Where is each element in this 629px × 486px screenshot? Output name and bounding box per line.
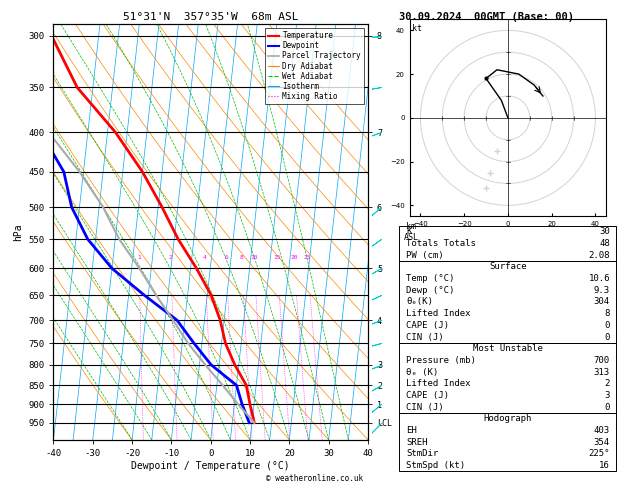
- Text: 0: 0: [604, 332, 610, 342]
- X-axis label: Dewpoint / Temperature (°C): Dewpoint / Temperature (°C): [131, 461, 290, 470]
- Text: kt: kt: [412, 24, 421, 33]
- Text: 30: 30: [599, 227, 610, 236]
- Text: 10: 10: [250, 255, 258, 260]
- Text: Dewp (°C): Dewp (°C): [406, 286, 454, 295]
- Y-axis label: hPa: hPa: [13, 223, 23, 241]
- Text: Temp (°C): Temp (°C): [406, 274, 454, 283]
- Title: 51°31'N  357°35'W  68m ASL: 51°31'N 357°35'W 68m ASL: [123, 12, 299, 22]
- Text: SREH: SREH: [406, 438, 428, 447]
- Text: 10.6: 10.6: [588, 274, 610, 283]
- Text: θₑ(K): θₑ(K): [406, 297, 433, 307]
- Text: 354: 354: [594, 438, 610, 447]
- Text: Totals Totals: Totals Totals: [406, 239, 476, 248]
- Text: 1: 1: [137, 255, 141, 260]
- Text: StmDir: StmDir: [406, 450, 438, 458]
- Text: 225°: 225°: [588, 450, 610, 458]
- Text: 20: 20: [290, 255, 298, 260]
- Text: 2.08: 2.08: [588, 251, 610, 260]
- Text: 8: 8: [240, 255, 243, 260]
- Text: © weatheronline.co.uk: © weatheronline.co.uk: [266, 474, 363, 483]
- Legend: Temperature, Dewpoint, Parcel Trajectory, Dry Adiabat, Wet Adiabat, Isotherm, Mi: Temperature, Dewpoint, Parcel Trajectory…: [265, 28, 364, 104]
- Text: 403: 403: [594, 426, 610, 435]
- Text: CAPE (J): CAPE (J): [406, 321, 449, 330]
- Text: 9.3: 9.3: [594, 286, 610, 295]
- Text: PW (cm): PW (cm): [406, 251, 443, 260]
- Text: 700: 700: [594, 356, 610, 365]
- Bar: [399, 343, 616, 413]
- Text: CAPE (J): CAPE (J): [406, 391, 449, 400]
- Text: 15: 15: [273, 255, 281, 260]
- Text: 4: 4: [203, 255, 207, 260]
- Text: Surface: Surface: [489, 262, 526, 271]
- Text: 48: 48: [599, 239, 610, 248]
- Bar: [399, 226, 616, 261]
- Y-axis label: km
ASL: km ASL: [404, 223, 419, 242]
- Text: CIN (J): CIN (J): [406, 402, 443, 412]
- Text: 313: 313: [594, 367, 610, 377]
- Text: 30.09.2024  00GMT (Base: 00): 30.09.2024 00GMT (Base: 00): [399, 12, 574, 22]
- Text: 25: 25: [304, 255, 311, 260]
- Text: 16: 16: [599, 461, 610, 470]
- Bar: [399, 261, 616, 343]
- Text: 3: 3: [604, 391, 610, 400]
- Text: Lifted Index: Lifted Index: [406, 379, 470, 388]
- Text: EH: EH: [406, 426, 416, 435]
- Text: StmSpd (kt): StmSpd (kt): [406, 461, 465, 470]
- Text: Most Unstable: Most Unstable: [473, 344, 543, 353]
- Text: 0: 0: [604, 402, 610, 412]
- Text: 6: 6: [224, 255, 228, 260]
- Bar: [399, 413, 616, 471]
- Text: Lifted Index: Lifted Index: [406, 309, 470, 318]
- Text: 2: 2: [169, 255, 173, 260]
- Text: Hodograph: Hodograph: [484, 415, 532, 423]
- Text: 304: 304: [594, 297, 610, 307]
- Text: θₑ (K): θₑ (K): [406, 367, 438, 377]
- Text: 0: 0: [604, 321, 610, 330]
- Text: 2: 2: [604, 379, 610, 388]
- Text: Pressure (mb): Pressure (mb): [406, 356, 476, 365]
- Text: CIN (J): CIN (J): [406, 332, 443, 342]
- Text: K: K: [406, 227, 411, 236]
- Text: 8: 8: [604, 309, 610, 318]
